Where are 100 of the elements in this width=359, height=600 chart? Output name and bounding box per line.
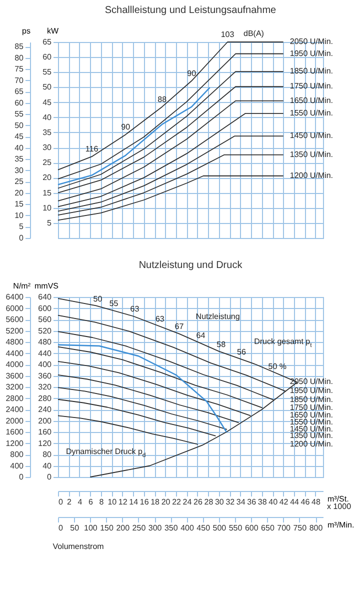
y-axis-title: kW — [46, 26, 59, 36]
y-tick-label: 560 — [38, 315, 52, 324]
x-tick-label: 4 — [78, 498, 83, 506]
y2-tick-label: 60 — [14, 98, 24, 108]
y-tick-label: 30 — [42, 143, 52, 152]
x2-tick-label: 450 — [196, 524, 211, 532]
x-tick-label: 24 — [182, 498, 192, 506]
y-tick-label: 360 — [38, 371, 52, 380]
y2-tick-label: 40 — [14, 143, 24, 152]
y2-tick-label: 1200 — [6, 438, 24, 448]
y2-tick-label: 45 — [14, 132, 24, 142]
y-tick-label: 280 — [38, 394, 52, 403]
x2-tick-label: 400 — [180, 524, 194, 532]
y-tick-label: 200 — [38, 416, 52, 426]
x-tick-label: 16 — [140, 498, 150, 506]
x2-tick-label: 200 — [116, 524, 130, 532]
y2-axis-title: N/m² — [13, 282, 31, 290]
y-tick-label: 440 — [38, 348, 52, 358]
y2-tick-label: 0 — [19, 472, 24, 482]
y-tick-label: 320 — [38, 382, 52, 392]
x-tick-label: 2 — [67, 498, 72, 506]
x2-tick-label: 750 — [293, 524, 308, 532]
annotation: 103 — [220, 30, 235, 39]
y-tick-label: 40 — [42, 461, 52, 470]
annotation: 63 — [155, 314, 165, 324]
y-tick-label: 35 — [42, 128, 52, 137]
text: dB(A) — [244, 29, 264, 38]
series-label: 2050 U/Min. — [290, 37, 334, 46]
y-tick-label: 520 — [38, 326, 52, 336]
x2-tick-label: 0 — [58, 524, 64, 532]
x2-tick-label: 500 — [212, 524, 227, 532]
x2-tick-label: 150 — [100, 524, 114, 532]
y-tick-label: 80 — [42, 450, 52, 459]
y2-tick-label: 80 — [14, 53, 24, 62]
y2-tick-label: 400 — [10, 461, 24, 470]
annotation: Druck gesamt p$_{t}$ — [254, 337, 312, 349]
text: 1750 U/Min. — [290, 402, 334, 412]
y2-tick-label: 3600 — [6, 371, 24, 380]
x-tick-label: 20 — [161, 498, 171, 506]
annotation: 58 — [216, 340, 226, 350]
x2-tick-label: 650 — [261, 524, 275, 532]
y-tick-label: 160 — [38, 428, 52, 436]
x-tick-label: 48 — [312, 498, 321, 506]
y-tick-label: 0 — [47, 472, 52, 482]
y2-axis-title: ps — [22, 26, 30, 36]
y2-tick-label: 4400 — [6, 348, 24, 358]
series-label: 1650 U/Min. — [290, 96, 334, 105]
y2-tick-label: 4800 — [6, 338, 24, 346]
x-tick-label: 34 — [236, 498, 246, 506]
y2-tick-label: 65 — [14, 87, 24, 96]
y-tick-label: 65 — [42, 38, 52, 46]
y2-tick-label: 5600 — [6, 315, 24, 324]
y-tick-label: 60 — [42, 52, 52, 62]
y-tick-label: 50 — [42, 82, 52, 92]
series-label: 1350 U/Min. — [290, 150, 334, 159]
series-label: 1450 U/Min. — [290, 131, 334, 140]
y2-tick-label: 2800 — [6, 394, 24, 403]
y2-tick-label: 10 — [14, 210, 24, 220]
text: 1350 U/Min. — [290, 430, 334, 440]
y-tick-label: 40 — [42, 112, 52, 122]
y2-tick-label: 4000 — [6, 360, 24, 369]
annotation: 56 — [237, 347, 246, 356]
y-tick-label: 400 — [38, 360, 52, 369]
x2-tick-label: 300 — [148, 524, 162, 532]
text: 1550 U/Min. — [290, 418, 334, 427]
y2-tick-label: 5200 — [6, 326, 24, 336]
y-tick-label: 600 — [38, 304, 52, 313]
y2-tick-label: 70 — [14, 76, 24, 85]
text: 1850 U/Min. — [290, 394, 334, 404]
y2-tick-label: 20 — [14, 188, 24, 198]
x2-tick-label: 100 — [84, 524, 98, 532]
chart-title: Schallleistung und Leistungsaufnahme — [104, 5, 277, 16]
y2-tick-label: 75 — [14, 64, 24, 74]
text: 1450 U/Min. — [290, 424, 334, 434]
x-tick-label: 12 — [118, 498, 128, 506]
text: 1650 U/Min. — [290, 410, 334, 420]
annotation: 116 — [85, 144, 99, 154]
series-label: 1950 U/Min. — [290, 48, 334, 58]
annotation: 63 — [130, 304, 140, 314]
text: Volumenstrom — [52, 542, 104, 551]
x2-tick-label: 800 — [309, 524, 324, 532]
text: x 1000 — [327, 502, 352, 511]
x-tick-label: 46 — [300, 498, 310, 506]
series-label: 1200 U/Min. — [290, 170, 334, 180]
y-tick-label: 640 — [38, 292, 52, 302]
x-axis-title: m³/St. — [328, 494, 349, 504]
x-tick-label: 44 — [290, 498, 300, 506]
y-tick-label: 55 — [42, 68, 52, 77]
y2-tick-label: 2400 — [6, 405, 24, 414]
x-tick-label: 36 — [247, 498, 257, 506]
x2-tick-label: 250 — [132, 524, 146, 532]
y-tick-label: 25 — [42, 158, 52, 168]
x-tick-label: 26 — [194, 498, 203, 506]
x2-axis-title: m³/Min. — [328, 520, 354, 530]
y-tick-label: 240 — [38, 405, 52, 414]
y2-tick-label: 15 — [14, 200, 24, 209]
x2-tick-label: 700 — [277, 524, 292, 532]
x-tick-label: 18 — [150, 498, 160, 506]
series-label: 1850 U/Min. — [290, 66, 334, 76]
y2-tick-label: 50 — [14, 120, 24, 130]
